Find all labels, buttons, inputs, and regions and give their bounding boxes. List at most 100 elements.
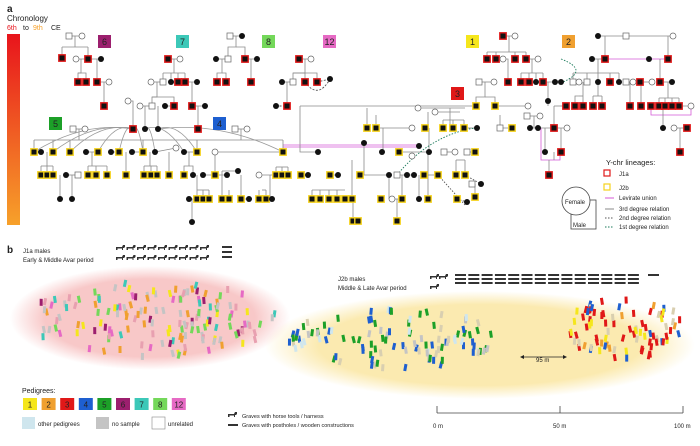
scale-label-100: 100 m xyxy=(674,424,691,430)
unsampled-male-node xyxy=(496,124,504,132)
grave xyxy=(424,308,429,316)
grave xyxy=(305,318,310,327)
female-node xyxy=(254,56,260,62)
male-j1a-node xyxy=(675,102,683,110)
grave xyxy=(627,325,633,333)
grave xyxy=(668,327,673,335)
grave xyxy=(173,285,178,293)
male-j1a-node xyxy=(222,78,230,86)
grave xyxy=(389,307,394,315)
male-j2b-node xyxy=(279,148,287,156)
pedigree-tags: 6 7 8 12 1 235 4 xyxy=(49,35,575,130)
grave xyxy=(598,347,602,355)
grave xyxy=(98,319,103,327)
grave xyxy=(481,347,487,355)
grave xyxy=(97,295,101,303)
grave xyxy=(589,319,593,327)
posthole-icon xyxy=(481,278,493,280)
grave xyxy=(337,357,343,366)
posthole-icon xyxy=(534,282,546,284)
grave xyxy=(656,310,662,319)
unsampled-male-node xyxy=(622,78,630,86)
grave xyxy=(55,317,59,325)
grave xyxy=(106,307,111,316)
female-node xyxy=(646,56,652,62)
grave xyxy=(101,347,107,355)
scale-bar: 0 m 50 m 100 m xyxy=(433,406,691,430)
posthole-icon xyxy=(614,282,626,284)
grave xyxy=(581,313,586,321)
unsampled-female-node xyxy=(172,144,180,152)
pedigree-tag-label: 5 xyxy=(53,119,58,129)
male-j2b-node xyxy=(66,148,74,156)
female-node xyxy=(558,79,564,85)
chronology-era: CE xyxy=(51,25,61,32)
grave xyxy=(142,320,147,328)
grave xyxy=(317,335,322,343)
male-j1a-node xyxy=(247,78,255,86)
grave xyxy=(87,345,92,353)
grave xyxy=(661,308,666,316)
female-node xyxy=(589,56,595,62)
grave xyxy=(452,336,458,345)
grave xyxy=(215,302,220,310)
unrelated-swatch xyxy=(151,416,166,430)
cemetery-graves xyxy=(39,279,682,372)
unsampled-male-node xyxy=(226,32,234,40)
female-node xyxy=(63,172,69,178)
grave xyxy=(639,345,644,353)
male-j2b-node xyxy=(237,195,245,203)
pedigree-swatch-label: 5 xyxy=(102,401,107,410)
female-node xyxy=(155,126,161,132)
male-j2b-node xyxy=(439,124,447,132)
male-j2b-node xyxy=(30,148,38,156)
posthole-icon xyxy=(574,282,586,284)
grave xyxy=(664,332,669,340)
pedigree-tag-label: 8 xyxy=(266,37,271,47)
grave xyxy=(671,307,676,315)
female-node xyxy=(235,168,241,174)
levirate-union-line xyxy=(540,128,561,161)
female-node xyxy=(152,149,158,155)
male-j2b-node xyxy=(420,171,428,179)
unsampled-male-node xyxy=(463,148,471,156)
grave xyxy=(287,338,291,346)
grave xyxy=(574,331,579,339)
pedigree-tag-1 xyxy=(466,35,479,48)
grave xyxy=(472,342,476,350)
horse-icon xyxy=(189,245,199,250)
grave xyxy=(126,325,130,333)
grave xyxy=(414,344,419,352)
posthole-icon xyxy=(574,278,586,280)
male-j2b-node xyxy=(491,102,499,110)
grave xyxy=(160,339,165,348)
male-j2b-node xyxy=(325,195,333,203)
posthole-icon xyxy=(548,278,560,280)
grave xyxy=(643,323,648,332)
grave xyxy=(170,349,176,358)
female-node xyxy=(315,149,321,155)
male-j2b-node xyxy=(449,124,457,132)
grave xyxy=(52,295,57,304)
male-j1a-node xyxy=(213,78,221,86)
posthole-icon xyxy=(222,251,232,253)
grave xyxy=(624,296,628,304)
posthole-icon xyxy=(614,274,626,276)
grave xyxy=(408,315,412,323)
j2b-group-title: J2b males xyxy=(338,277,365,283)
male-j2b-node xyxy=(49,148,57,156)
grave xyxy=(373,319,378,328)
grave xyxy=(648,329,653,338)
posthole-icon xyxy=(455,282,466,284)
third-degree-relation-line xyxy=(157,127,284,153)
grave xyxy=(76,295,82,303)
grave xyxy=(322,321,327,329)
grave xyxy=(138,307,143,315)
posthole-icon xyxy=(222,256,232,258)
female-node xyxy=(129,149,135,155)
pedigree-swatch-12 xyxy=(171,398,186,410)
unsampled-female-node xyxy=(307,55,315,63)
female-node xyxy=(273,103,279,109)
chronology-to: to xyxy=(23,25,29,32)
scale-label-50: 50 m xyxy=(553,424,566,430)
